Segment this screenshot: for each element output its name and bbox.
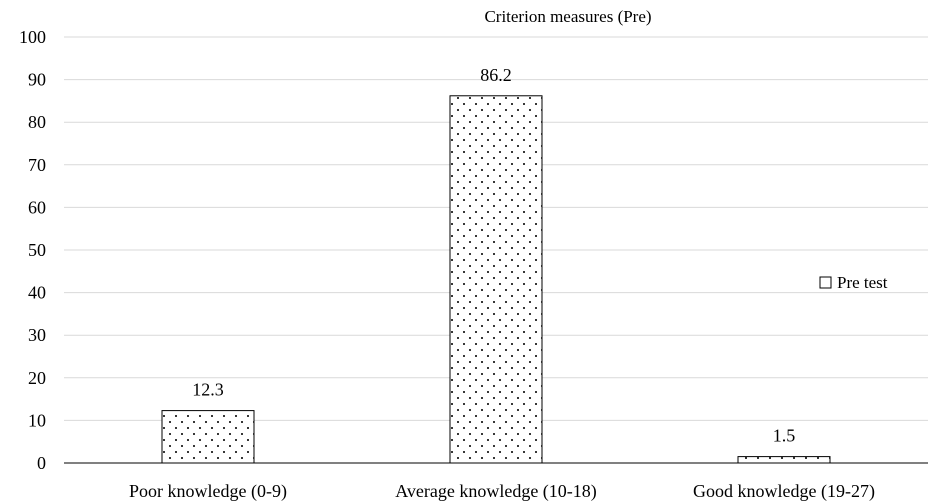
legend: Pre test: [819, 273, 888, 292]
x-axis-category-labels: Poor knowledge (0-9) Average knowledge (1…: [129, 481, 875, 502]
y-axis-tick-labels: 0 10 20 30 40 50 60 70 80 90 100: [19, 27, 46, 473]
y-tick-label: 50: [28, 240, 46, 260]
y-tick-label: 30: [28, 325, 46, 345]
legend-label: Pre test: [837, 273, 888, 292]
y-tick-label: 10: [28, 410, 46, 430]
chart-title: Criterion measures (Pre): [484, 7, 651, 26]
bar: [161, 410, 255, 464]
y-tick-label: 80: [28, 112, 46, 132]
y-tick-label: 100: [19, 27, 46, 47]
data-label: 12.3: [192, 380, 224, 400]
y-tick-label: 70: [28, 155, 46, 175]
bar: [737, 456, 831, 464]
data-label: 1.5: [773, 426, 796, 446]
y-tick-label: 90: [28, 70, 46, 90]
data-label: 86.2: [480, 65, 512, 85]
y-tick-label: 0: [37, 453, 46, 473]
y-tick-label: 20: [28, 368, 46, 388]
x-category-label: Average knowledge (10-18): [395, 481, 597, 502]
bar: [449, 95, 543, 464]
y-tick-label: 60: [28, 197, 46, 217]
y-tick-label: 40: [28, 283, 46, 303]
legend-swatch: [819, 276, 832, 289]
x-category-label: Poor knowledge (0-9): [129, 481, 287, 502]
bars: [161, 95, 831, 464]
x-category-label: Good knowledge (19-27): [693, 481, 875, 502]
data-labels: 12.3 86.2 1.5: [192, 65, 795, 446]
